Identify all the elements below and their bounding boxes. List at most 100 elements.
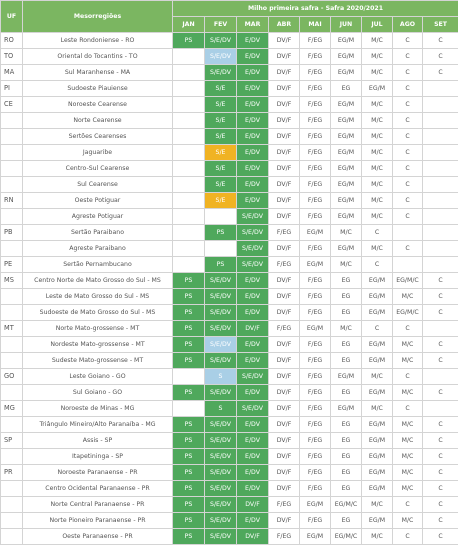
stage-cell-abr: DV/F	[269, 417, 300, 433]
stage-cell-set: C	[423, 529, 458, 545]
stage-cell-abr: DV/F	[269, 305, 300, 321]
stage-cell-set	[423, 81, 458, 97]
uf-cell: MS	[1, 273, 23, 289]
stage-cell-abr: DV/F	[269, 177, 300, 193]
stage-cell-fev: S/E/DV	[205, 305, 237, 321]
stage-cell-mar: DV/F	[237, 497, 269, 513]
uf-cell	[1, 209, 23, 225]
stage-cell-mar: E/DV	[237, 337, 269, 353]
stage-cell-jan: PS	[173, 289, 205, 305]
mesorregiao-cell: Noroeste Cearense	[23, 97, 173, 113]
month-header-ago: AGO	[393, 17, 423, 33]
stage-cell-fev: S/E/DV	[205, 353, 237, 369]
stage-cell-set	[423, 401, 458, 417]
mesorregiao-cell: Centro-Sul Cearense	[23, 161, 173, 177]
stage-cell-jan: PS	[173, 337, 205, 353]
uf-cell: PE	[1, 257, 23, 273]
stage-cell-ago: C	[393, 401, 423, 417]
mesorregiao-cell: Triângulo Mineiro/Alto Paranaíba - MG	[23, 417, 173, 433]
uf-header: UF	[1, 1, 23, 33]
stage-cell-fev: S/E/DV	[205, 337, 237, 353]
stage-cell-jun: EG	[331, 449, 362, 465]
stage-cell-mar: E/DV	[237, 353, 269, 369]
stage-cell-mai: F/EG	[300, 177, 331, 193]
stage-cell-fev: S/E/DV	[205, 497, 237, 513]
stage-cell-jun: EG	[331, 417, 362, 433]
stage-cell-mai: F/EG	[300, 145, 331, 161]
stage-cell-abr: F/EG	[269, 321, 300, 337]
stage-cell-abr: DV/F	[269, 193, 300, 209]
stage-cell-ago: M/C	[393, 385, 423, 401]
uf-cell	[1, 337, 23, 353]
stage-cell-jul: M/C	[362, 209, 393, 225]
stage-cell-mai: F/EG	[300, 481, 331, 497]
stage-cell-fev: PS	[205, 257, 237, 273]
stage-cell-fev: S/E/DV	[205, 513, 237, 529]
stage-cell-mar: E/DV	[237, 289, 269, 305]
stage-cell-jan	[173, 161, 205, 177]
uf-cell	[1, 497, 23, 513]
stage-cell-jun: EG/M	[331, 401, 362, 417]
stage-cell-ago: M/C	[393, 337, 423, 353]
stage-cell-fev: S/E	[205, 113, 237, 129]
stage-cell-mar: DV/F	[237, 529, 269, 545]
stage-cell-mar: E/DV	[237, 433, 269, 449]
stage-cell-jan	[173, 97, 205, 113]
stage-cell-fev: S/E/DV	[205, 529, 237, 545]
stage-cell-abr: DV/F	[269, 97, 300, 113]
stage-cell-jul: M/C	[362, 145, 393, 161]
stage-cell-ago: M/C	[393, 353, 423, 369]
stage-cell-abr: DV/F	[269, 129, 300, 145]
stage-cell-ago: C	[393, 321, 423, 337]
month-header-fev: FEV	[205, 17, 237, 33]
stage-cell-jan: PS	[173, 273, 205, 289]
mesorregiao-cell: Jaguaribe	[23, 145, 173, 161]
stage-cell-set	[423, 113, 458, 129]
stage-cell-fev: S/E	[205, 193, 237, 209]
stage-cell-mar: E/DV	[237, 33, 269, 49]
uf-cell	[1, 481, 23, 497]
stage-cell-abr: DV/F	[269, 465, 300, 481]
stage-cell-jul: EG/M	[362, 449, 393, 465]
stage-cell-abr: F/EG	[269, 497, 300, 513]
stage-cell-mar: E/DV	[237, 177, 269, 193]
stage-cell-mai: F/EG	[300, 513, 331, 529]
uf-cell	[1, 145, 23, 161]
stage-cell-mar: E/DV	[237, 145, 269, 161]
stage-cell-ago: C	[393, 145, 423, 161]
stage-cell-mai: F/EG	[300, 401, 331, 417]
stage-cell-jul: C	[362, 321, 393, 337]
uf-cell: CE	[1, 97, 23, 113]
stage-cell-mai: F/EG	[300, 241, 331, 257]
stage-cell-jun: EG	[331, 385, 362, 401]
stage-cell-jun: EG/M	[331, 145, 362, 161]
stage-cell-fev: S/E	[205, 145, 237, 161]
stage-cell-ago: C	[393, 369, 423, 385]
mesorregiao-cell: Sertão Pernambucano	[23, 257, 173, 273]
mesorregiao-cell: Agreste Paraibano	[23, 241, 173, 257]
month-header-mar: MAR	[237, 17, 269, 33]
stage-cell-jul: M/C	[362, 401, 393, 417]
stage-cell-ago: EG/M/C	[393, 273, 423, 289]
stage-cell-jun: EG	[331, 273, 362, 289]
stage-cell-ago: C	[393, 209, 423, 225]
stage-cell-jan: PS	[173, 353, 205, 369]
stage-cell-ago: C	[393, 33, 423, 49]
uf-cell	[1, 289, 23, 305]
stage-cell-mai: F/EG	[300, 209, 331, 225]
stage-cell-mar: S/E/DV	[237, 225, 269, 241]
stage-cell-abr: DV/F	[269, 161, 300, 177]
stage-cell-abr: DV/F	[269, 49, 300, 65]
stage-cell-fev: S/E	[205, 97, 237, 113]
stage-cell-mai: F/EG	[300, 129, 331, 145]
stage-cell-jul: M/C	[362, 497, 393, 513]
